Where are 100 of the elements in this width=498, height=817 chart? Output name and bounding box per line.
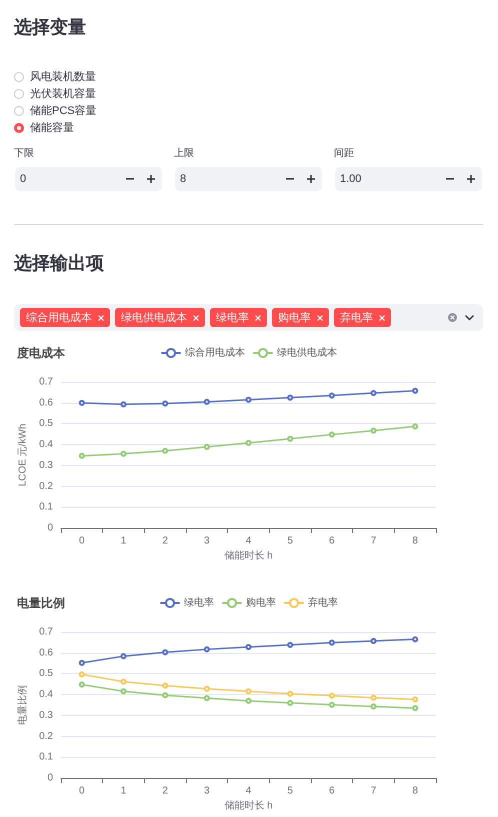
x-tick-label: 4 [246,536,252,546]
category-label: 储能容量 [30,120,74,136]
point [370,638,376,644]
point [328,432,335,438]
point [204,646,210,652]
y-axis-title: LCOE 元/kWh [18,424,29,486]
category-label: 风电装机数量 [30,70,96,85]
x-tick-label: 0 [79,786,86,796]
chart-title: 度电成本 [16,346,66,360]
x-axis-title: 储能时长 h [224,549,273,562]
number-field: 8 [175,167,322,191]
x-tick-label: 4 [246,786,252,796]
y-tick-label: 0.7 [39,626,54,638]
y-axis-title: 电量比例 [16,685,29,725]
point [162,400,168,406]
x-tick-label: 0 [79,536,86,546]
number-field: 1.00 [335,167,482,191]
x-tick-label: 5 [287,786,294,796]
y-tick-label: 0.2 [39,730,54,742]
legend-label: 绿电供电成本 [277,346,337,358]
chart-title: 电量比例 [17,596,65,610]
point [370,703,376,710]
category-label: 绿电供电成本 [121,311,187,325]
point [412,423,418,430]
text: 下限 [14,147,34,161]
y-tick-label: 0.4 [39,439,54,450]
legend-label: 购电率 [246,596,276,608]
y-tick-label: 0.2 [39,480,54,492]
y-tick-label: 0.7 [39,376,54,388]
point [328,692,335,699]
number-field: 0 [15,167,162,191]
x-tick-label: 6 [329,536,336,546]
y-tick-label: 0.4 [39,689,54,700]
y-tick-label: 0.6 [39,397,54,408]
point [204,695,210,702]
category-label: 绿电率 [216,310,249,325]
point [412,388,418,394]
point [287,690,294,697]
y-tick-label: 0 [47,772,54,784]
point [162,692,168,698]
point [204,686,210,692]
text: 选择输出项 [14,252,104,275]
point [287,436,294,442]
tag-chip: 购电率 [272,308,329,327]
tag-chip: 综合用电成本 [20,308,110,327]
point [78,452,85,459]
point [328,702,335,708]
x-tick-label: 3 [204,536,210,546]
y-tick-label: 0.1 [39,752,54,763]
point [370,694,376,701]
point [78,671,85,678]
point [162,649,168,656]
point [120,450,126,457]
point [162,448,168,454]
tag-chip: 绿电率 [210,308,267,327]
category-label: 购电率 [278,310,311,325]
point [287,700,294,706]
y-tick-label: 0.3 [39,460,54,471]
point [78,400,85,406]
y-tick-label: 0.3 [39,710,54,721]
x-tick-label: 7 [370,536,377,546]
x-tick-label: 2 [162,786,168,796]
x-tick-label: 6 [329,786,336,796]
point [204,444,210,450]
point [246,698,252,704]
point [287,642,294,648]
text: 选择变量 [14,16,86,39]
y-tick-label: 0.5 [39,668,54,680]
x-tick-label: 3 [204,786,210,796]
category-label: 储能PCS容量 [30,104,97,119]
x-axis-title: 储能时长 h [224,799,273,812]
point [412,696,418,702]
x-tick-label: 8 [412,536,418,546]
y-tick-label: 0.1 [39,502,54,513]
x-tick-label: 1 [120,536,127,546]
category-label: 综合用电成本 [26,310,92,325]
point [246,396,252,403]
point [246,644,252,650]
point [412,636,418,642]
x-tick-label: 1 [120,786,127,796]
point [204,398,210,405]
point [78,682,85,688]
legend-label: 绿电率 [184,596,214,608]
point [120,653,126,660]
point [246,688,252,694]
category-label: 光伏装机容量 [30,86,96,102]
tag-chip: 绿电供电成本 [115,308,205,327]
category-label: 弃电率 [340,310,373,325]
point [120,688,126,694]
legend-label: 综合用电成本 [185,346,245,358]
point [370,428,376,434]
x-tick-label: 2 [162,536,168,546]
point [328,392,335,399]
point [162,682,168,689]
x-tick-label: 5 [287,536,294,546]
tag-chip: 弃电率 [334,308,391,327]
x-tick-label: 8 [412,786,418,796]
point [412,705,418,712]
point [370,390,376,396]
y-tick-label: 0.6 [39,647,54,658]
